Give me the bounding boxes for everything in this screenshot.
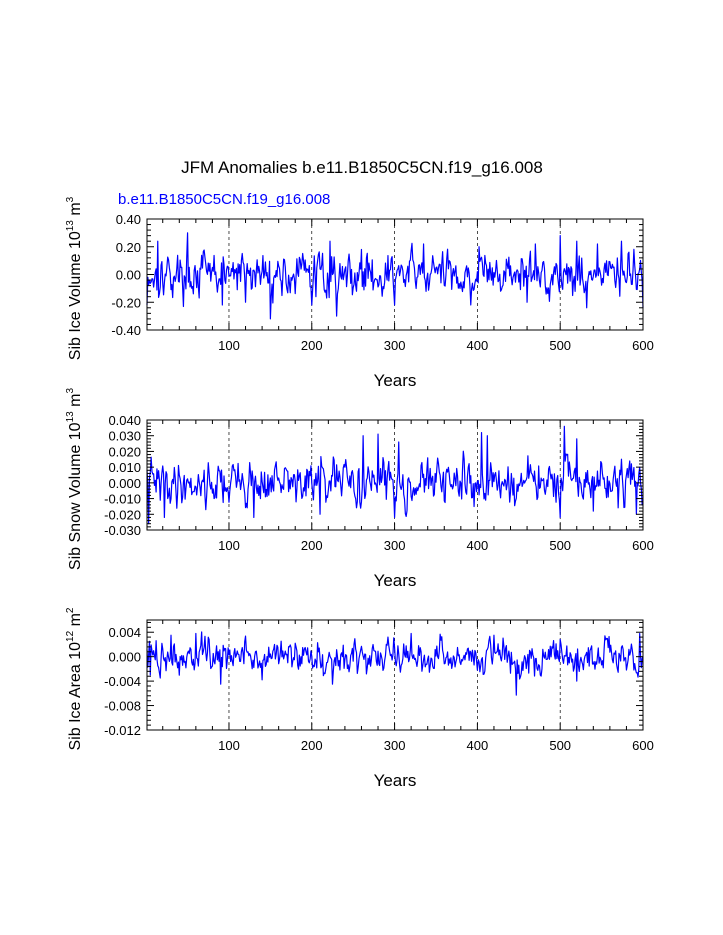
x-tick-label: 400 bbox=[467, 338, 489, 353]
y-tick-label: 0.00 bbox=[116, 268, 141, 283]
y-axis-label: Sib Snow Volume 1013 m3 bbox=[65, 388, 84, 571]
x-tick-label: 300 bbox=[384, 338, 406, 353]
x-tick-label: 300 bbox=[384, 738, 406, 753]
y-tick-label: 0.000 bbox=[108, 476, 141, 491]
y-tick-label: -0.010 bbox=[104, 492, 141, 507]
panel-ice-volume: 100 200 300 400 500 600 -0.40 -0.20 0.00 0.20 0.40… bbox=[65, 196, 654, 390]
series-line-snow-volume bbox=[146, 425, 644, 525]
panel-snow-volume: 100 200 300 400 500 600 -0.030-0.020-0.0100.00… bbox=[65, 388, 654, 591]
y-tick-label: 0.40 bbox=[116, 212, 141, 227]
y-tick-label: 0.010 bbox=[108, 460, 141, 475]
y-tick-label: -0.020 bbox=[104, 507, 141, 522]
x-tick-label: 100 bbox=[218, 338, 240, 353]
y-tick-label: -0.40 bbox=[111, 323, 141, 338]
y-tick-label: -0.008 bbox=[104, 699, 141, 714]
x-tick-label: 300 bbox=[384, 538, 406, 553]
x-axis-label: Years bbox=[374, 571, 417, 590]
x-tick-label: 600 bbox=[632, 338, 654, 353]
y-tick-label: 0.030 bbox=[108, 429, 141, 444]
chart-title: JFM Anomalies b.e11.B1850C5CN.f19_g16.00… bbox=[181, 158, 543, 177]
series-line-ice-area bbox=[146, 631, 644, 696]
series-subtitle: b.e11.B1850C5CN.f19_g16.008 bbox=[118, 191, 330, 208]
x-tick-label: 200 bbox=[301, 738, 323, 753]
x-tick-label: 400 bbox=[467, 538, 489, 553]
x-axis-label: Years bbox=[374, 371, 417, 390]
x-tick-label: 500 bbox=[549, 738, 571, 753]
y-axis-label: Sib Ice Volume 1013 m3 bbox=[65, 196, 84, 360]
y-tick-label: 0.20 bbox=[116, 240, 141, 255]
y-tick-label: -0.004 bbox=[104, 674, 141, 689]
x-tick-label: 600 bbox=[632, 538, 654, 553]
y-tick-label: 0.000 bbox=[108, 650, 141, 665]
x-tick-label: 500 bbox=[549, 338, 571, 353]
x-tick-label: 600 bbox=[632, 738, 654, 753]
x-tick-label: 200 bbox=[301, 538, 323, 553]
y-tick-label: 0.040 bbox=[108, 413, 141, 428]
y-axis-label: Sib Ice Area 1012 m2 bbox=[65, 607, 84, 750]
y-tick-label: -0.030 bbox=[104, 523, 141, 538]
x-tick-label: 200 bbox=[301, 338, 323, 353]
x-tick-label: 100 bbox=[218, 738, 240, 753]
x-axis-label: Years bbox=[374, 771, 417, 790]
y-tick-label: -0.20 bbox=[111, 295, 141, 310]
y-tick-label: -0.012 bbox=[104, 723, 141, 738]
x-tick-label: 500 bbox=[549, 538, 571, 553]
y-tick-label: 0.020 bbox=[108, 444, 141, 459]
x-tick-label: 400 bbox=[467, 738, 489, 753]
series-line-ice-volume bbox=[146, 232, 644, 320]
panel-ice-area: 100 200 300 400 500 600 -0.012 -0.008 -0.004 0.00… bbox=[65, 607, 654, 790]
panels: 100 200 300 400 500 600 -0.40 -0.20 0.00 0.20 0.40… bbox=[65, 196, 654, 790]
x-tick-label: 100 bbox=[218, 538, 240, 553]
y-tick-label: 0.004 bbox=[108, 625, 141, 640]
